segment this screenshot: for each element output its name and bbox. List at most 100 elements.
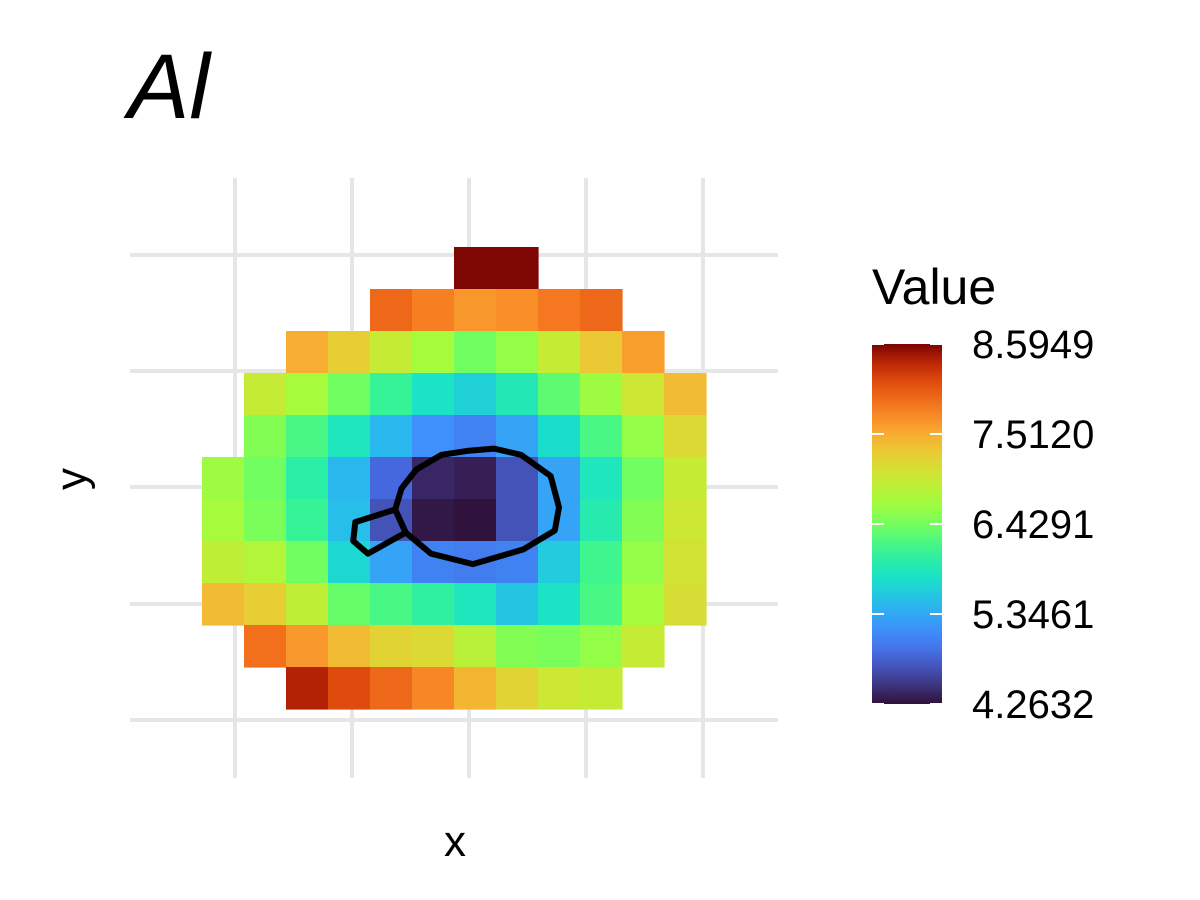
heatmap-cell — [580, 373, 623, 416]
heatmap-cell — [454, 667, 497, 710]
heatmap-cell — [328, 415, 371, 458]
heatmap-cell — [244, 373, 287, 416]
heatmap-cell — [286, 457, 329, 500]
heatmap-cell — [538, 289, 581, 332]
heatmap-cell — [328, 373, 371, 416]
heatmap-cell — [664, 583, 707, 626]
heatmap-cell — [496, 289, 539, 332]
heatmap-cell — [496, 499, 539, 542]
heatmap-cell — [244, 457, 287, 500]
heatmap-cell — [496, 247, 539, 290]
heatmap-cell — [664, 541, 707, 584]
heatmap-cell — [580, 331, 623, 374]
heatmap-cell — [454, 289, 497, 332]
heatmap-cell — [412, 331, 455, 374]
heatmap-cell — [538, 583, 581, 626]
heatmap-cell — [580, 457, 623, 500]
heatmap-cell — [286, 625, 329, 668]
chart-title: Al — [123, 36, 212, 138]
heatmap-cell — [412, 415, 455, 458]
legend-tick-label: 6.4291 — [972, 503, 1094, 547]
heatmap-cell — [454, 457, 497, 500]
heatmap-cell — [412, 667, 455, 710]
heatmap-cell — [538, 625, 581, 668]
heatmap-cell — [454, 625, 497, 668]
heatmap-cell — [328, 625, 371, 668]
contour-overlay — [350, 445, 562, 568]
heatmap-cell — [622, 583, 665, 626]
heatmap-cell — [580, 289, 623, 332]
heatmap-cell — [328, 331, 371, 374]
heatmap-cell — [622, 499, 665, 542]
heatmap-cell — [244, 541, 287, 584]
x-axis-label: x — [444, 817, 466, 866]
heatmap-cell — [202, 457, 245, 500]
legend-tick-label: 7.5120 — [972, 413, 1094, 457]
heatmap-cell — [412, 289, 455, 332]
heatmap-cell — [580, 541, 623, 584]
heatmap-cell — [286, 541, 329, 584]
heatmap-cell — [370, 289, 413, 332]
heatmap-cell — [622, 373, 665, 416]
contour-line-side — [350, 506, 409, 557]
legend-ticks: 8.5949 7.5120 6.4291 5.3461 4.2632 — [872, 323, 1094, 727]
heatmap-cell — [538, 415, 581, 458]
legend-tick-label: 5.3461 — [972, 593, 1094, 637]
heatmap-cell — [286, 373, 329, 416]
heatmap-cell — [286, 583, 329, 626]
heatmap-cell — [496, 373, 539, 416]
heatmap-cell — [370, 625, 413, 668]
heatmap-cell — [202, 541, 245, 584]
heatmap-cell — [496, 625, 539, 668]
heatmap-cell — [622, 415, 665, 458]
legend-title: Value — [872, 259, 996, 315]
color-legend: Value 8.5949 7.5120 6.4291 5.3461 4.2632 — [872, 259, 1094, 727]
heatmap-cell — [496, 667, 539, 710]
heatmap-cell — [454, 583, 497, 626]
legend-tick-label: 4.2632 — [972, 683, 1094, 727]
heatmap-cell — [328, 667, 371, 710]
heatmap-cell — [328, 583, 371, 626]
heatmap-cell — [538, 667, 581, 710]
legend-tick-label: 8.5949 — [972, 323, 1094, 367]
heatmap-cell — [622, 541, 665, 584]
heatmap-cell — [286, 499, 329, 542]
contour-line-main — [392, 445, 562, 568]
heatmap-cell — [286, 331, 329, 374]
heatmap-cell — [580, 667, 623, 710]
heatmap-cell — [622, 625, 665, 668]
heatmap-cell — [496, 583, 539, 626]
heatmap-cell — [664, 373, 707, 416]
heatmap-cell — [370, 373, 413, 416]
heatmap-cells — [202, 247, 707, 710]
heatmap-cell — [454, 331, 497, 374]
heatmap-cell — [244, 499, 287, 542]
heatmap-cell — [664, 457, 707, 500]
heatmap-cell — [454, 247, 497, 290]
heatmap-cell — [454, 499, 497, 542]
heatmap-cell — [580, 415, 623, 458]
heatmap-cell — [538, 457, 581, 500]
heatmap-cell — [244, 625, 287, 668]
heatmap-cell — [370, 667, 413, 710]
heatmap-cell — [370, 331, 413, 374]
heatmap-cell — [580, 625, 623, 668]
heatmap-cell — [622, 331, 665, 374]
heatmap-cell — [664, 415, 707, 458]
heatmap-cell — [286, 667, 329, 710]
heatmap-cell — [202, 583, 245, 626]
heatmap-cell — [538, 541, 581, 584]
heatmap-cell — [202, 499, 245, 542]
heatmap-cell — [328, 457, 371, 500]
y-axis-label: y — [47, 468, 96, 490]
heatmap-cell — [370, 457, 413, 500]
heatmap-cell — [244, 583, 287, 626]
heatmap-cell — [412, 625, 455, 668]
heatmap-cell — [622, 457, 665, 500]
heatmap-cell — [286, 415, 329, 458]
heatmap-cell — [412, 373, 455, 416]
heatmap-cell — [412, 583, 455, 626]
heatmap-cell — [664, 499, 707, 542]
heatmap-cell — [580, 583, 623, 626]
